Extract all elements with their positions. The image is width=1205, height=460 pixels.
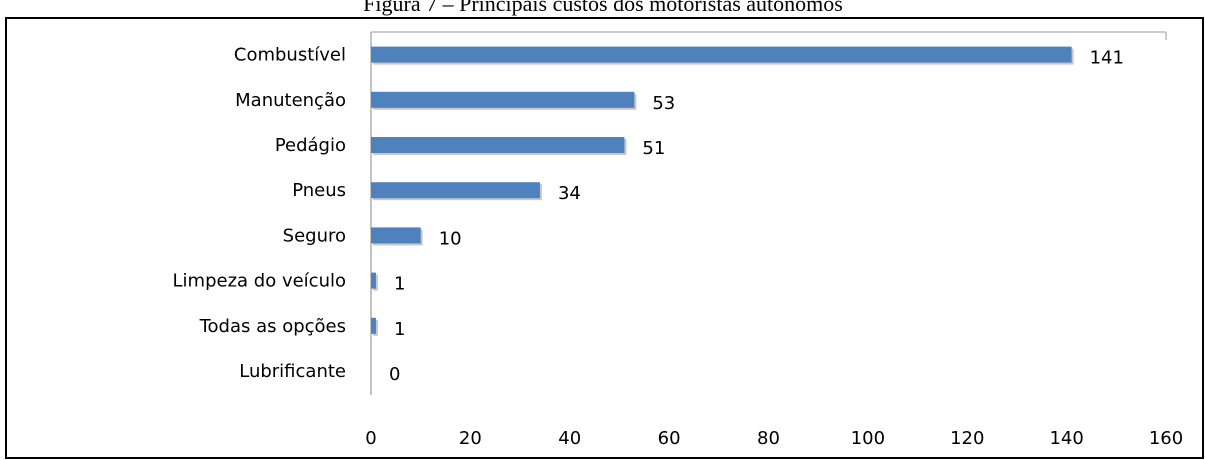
x-tick-label: 140 <box>1049 428 1083 449</box>
data-label: 53 <box>652 93 675 114</box>
x-tick-label: 0 <box>365 428 376 449</box>
bar <box>371 182 540 199</box>
data-label: 0 <box>389 364 400 385</box>
x-tick-label: 160 <box>1149 428 1183 449</box>
y-tick-label: Lubrificante <box>239 361 346 382</box>
bar <box>371 272 376 289</box>
bar <box>371 91 635 108</box>
bar <box>371 317 376 334</box>
frame <box>5 17 1204 459</box>
y-tick-label: Limpeza do veículo <box>173 271 346 292</box>
bar <box>371 46 1072 63</box>
y-tick-label: Manutenção <box>235 90 346 111</box>
chart-title: Figura 7 – Principais custos dos motoris… <box>363 0 843 16</box>
data-label: 51 <box>642 138 665 159</box>
x-tick-label: 80 <box>757 428 780 449</box>
x-tick-label: 40 <box>558 428 581 449</box>
y-tick-label: Todas as opções <box>199 316 346 337</box>
y-tick-label: Pneus <box>292 180 346 201</box>
title-background <box>580 0 1000 17</box>
data-label: 10 <box>439 228 462 249</box>
y-tick-label: Combustível <box>234 45 346 66</box>
x-tick-label: 20 <box>459 428 482 449</box>
y-tick-label: Seguro <box>283 225 346 246</box>
y-tick-label: Pedágio <box>275 135 346 156</box>
x-tick-label: 60 <box>658 428 681 449</box>
bar <box>371 137 625 153</box>
data-label: 34 <box>558 183 581 204</box>
data-label: 141 <box>1090 48 1124 69</box>
bar <box>371 227 421 244</box>
data-label: 1 <box>394 274 405 295</box>
x-tick-label: 100 <box>851 428 885 449</box>
data-label: 1 <box>394 319 405 340</box>
x-tick-label: 120 <box>950 428 984 449</box>
